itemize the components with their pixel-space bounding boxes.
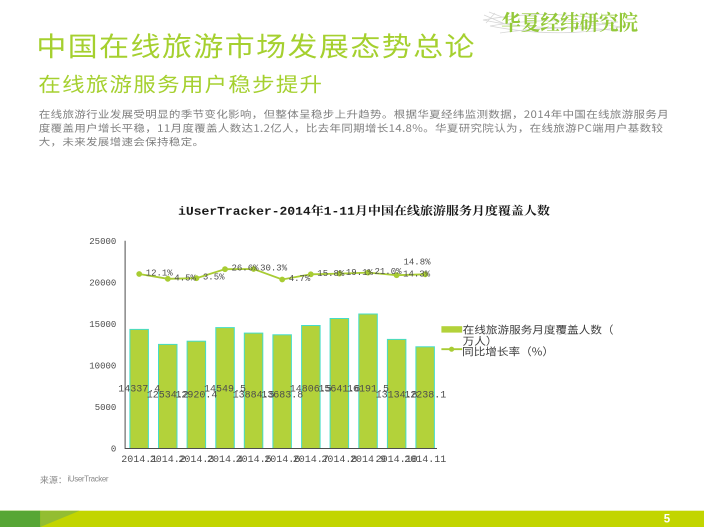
- svg-text:5: 5: [664, 514, 671, 526]
- svg-text:0: 0: [111, 445, 116, 455]
- svg-text:25000: 25000: [89, 237, 116, 247]
- svg-text:20000: 20000: [89, 278, 116, 288]
- svg-text:19.1%: 19.1%: [346, 268, 374, 278]
- svg-text:2014.1: 2014.1: [121, 455, 157, 466]
- svg-text:2014.6: 2014.6: [264, 455, 300, 466]
- svg-text:16191.5: 16191.5: [347, 385, 389, 396]
- svg-text:5000: 5000: [95, 403, 117, 413]
- svg-text:12920.4: 12920.4: [175, 391, 217, 402]
- svg-text:14806.5: 14806.5: [290, 385, 332, 396]
- svg-text:iUserTracker: iUserTracker: [68, 474, 109, 483]
- svg-text:12238.1: 12238.1: [404, 391, 446, 402]
- svg-text:2014.2: 2014.2: [150, 455, 186, 466]
- svg-text:14.3%: 14.3%: [403, 270, 431, 280]
- svg-text:15000: 15000: [89, 320, 116, 330]
- svg-text:3.5%: 3.5%: [203, 273, 225, 283]
- svg-text:30.3%: 30.3%: [260, 264, 288, 274]
- svg-text:13683.8: 13683.8: [261, 391, 303, 402]
- svg-text:2014.3: 2014.3: [178, 455, 214, 466]
- svg-text:2014.9: 2014.9: [350, 455, 386, 466]
- svg-text:2014.5: 2014.5: [236, 455, 272, 466]
- svg-text:2014.7: 2014.7: [293, 455, 329, 466]
- svg-text:4.5%: 4.5%: [174, 273, 196, 283]
- svg-text:2014.10: 2014.10: [376, 455, 418, 466]
- svg-text:12534.2: 12534.2: [147, 391, 189, 402]
- svg-text:15.8%: 15.8%: [317, 269, 345, 279]
- svg-text:2014.4: 2014.4: [207, 455, 243, 466]
- svg-text:13134.8: 13134.8: [376, 391, 418, 402]
- svg-text:21.0%: 21.0%: [375, 267, 403, 277]
- svg-text:12.1%: 12.1%: [146, 269, 174, 279]
- svg-text:14337.4: 14337.4: [118, 385, 160, 396]
- svg-text:13884.5: 13884.5: [233, 391, 275, 402]
- svg-text:26.6%: 26.6%: [232, 264, 260, 274]
- svg-text:14549.5: 14549.5: [204, 385, 246, 396]
- svg-text:14.8%: 14.8%: [404, 258, 432, 268]
- svg-text:2014.11: 2014.11: [404, 455, 446, 466]
- svg-text:10000: 10000: [89, 362, 116, 372]
- svg-text:2014.8: 2014.8: [321, 455, 357, 466]
- svg-text:15641.6: 15641.6: [318, 385, 360, 396]
- svg-text:4.7%: 4.7%: [289, 274, 311, 284]
